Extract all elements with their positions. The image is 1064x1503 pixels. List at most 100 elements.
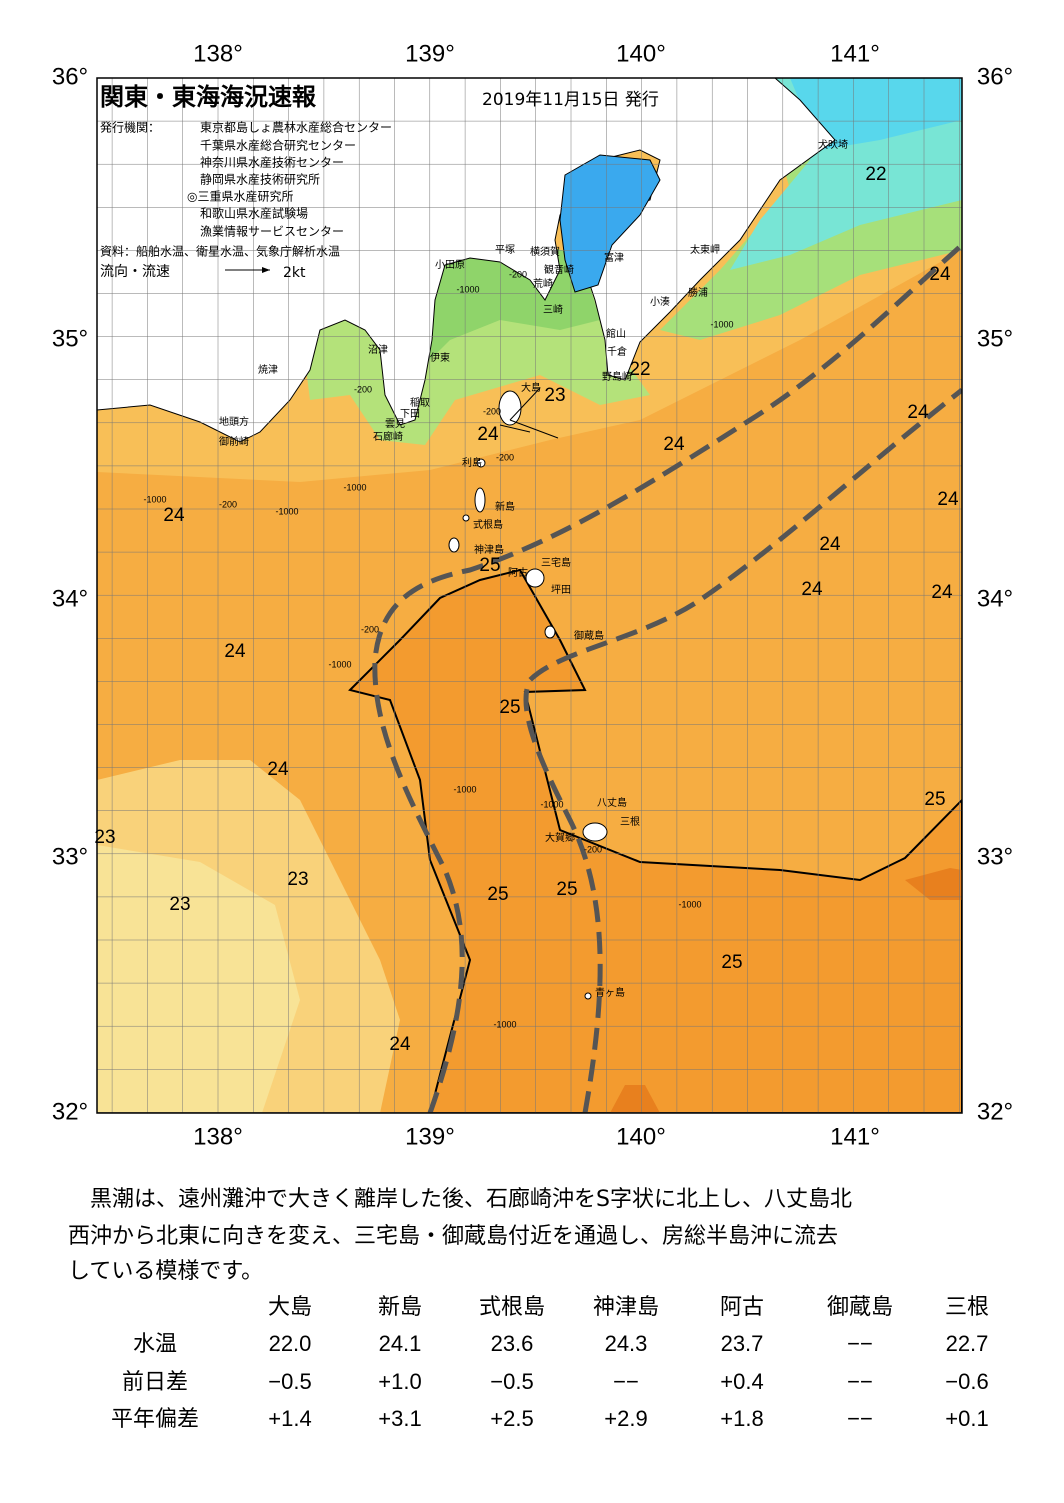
cell: 24.1 — [379, 1331, 422, 1356]
cell: 22.0 — [269, 1331, 312, 1356]
summary-line: 黒潮は、遠州灘沖で大きく離岸した後、石廊崎沖をS字状に北上し、八丈島北 — [90, 1187, 852, 1212]
cell: −− — [613, 1369, 639, 1394]
place-name: 小田原 — [435, 259, 465, 271]
island — [462, 514, 470, 522]
depth-label: -200 — [509, 269, 527, 279]
place-name: 利島 — [462, 456, 482, 469]
cell: 23.6 — [491, 1331, 534, 1356]
sea-26 — [610, 1085, 660, 1113]
column-header: 御蔵島 — [827, 1294, 893, 1319]
source: 資料：船舶水温、衛星水温、気象庁解析水温 — [100, 244, 340, 259]
depth-label: -1000 — [493, 1019, 516, 1029]
place-name: 伊東 — [430, 351, 450, 364]
place-name: 阿古 — [508, 566, 528, 579]
sea-22 — [97, 845, 300, 1113]
place-name: 館山 — [606, 327, 626, 340]
place-name: 三宅島 — [541, 556, 571, 569]
row-label: 平年偏差 — [111, 1406, 199, 1431]
column-header: 大島 — [268, 1294, 312, 1319]
lon-label: 141° — [830, 40, 880, 67]
issuer: 静岡県水産技術研究所 — [200, 172, 320, 187]
depth-label: -200 — [361, 624, 379, 634]
place-name: 御蔵島 — [574, 629, 604, 642]
issue-date: 2019年11月15日 発行 — [482, 90, 659, 110]
temperature-label: 23 — [544, 385, 565, 406]
depth-label: -1000 — [453, 784, 476, 794]
place-name: 三崎 — [543, 303, 563, 316]
lat-label: 34° — [52, 585, 88, 612]
column-header: 式根島 — [479, 1294, 545, 1319]
depth-label: -1000 — [143, 494, 166, 504]
cell: 23.7 — [721, 1331, 764, 1356]
place-name: 焼津 — [258, 364, 278, 376]
cell: −− — [847, 1331, 873, 1356]
island — [474, 487, 486, 513]
land — [97, 78, 836, 443]
sea-26 — [905, 868, 962, 900]
depth-label: -1000 — [275, 506, 298, 516]
temperature-label: 24 — [907, 402, 929, 423]
place-name: 小湊 — [650, 295, 670, 308]
current-arrows — [499, 387, 559, 439]
depth-label: -1000 — [678, 899, 701, 909]
map — [97, 78, 962, 1113]
column-header: 神津島 — [593, 1294, 659, 1319]
lon-label: 138° — [193, 40, 243, 67]
place-name: 御前崎 — [219, 435, 249, 448]
place-name: 平塚 — [495, 244, 515, 256]
issuer: 漁業情報サービスセンター — [200, 225, 344, 239]
row-label: 水温 — [133, 1331, 177, 1356]
island — [476, 458, 486, 468]
island — [582, 822, 608, 842]
temperature-label: 24 — [819, 534, 841, 555]
lat-label: 34° — [977, 585, 1013, 612]
kuroshio-axis — [372, 243, 962, 1113]
sea-18 — [790, 78, 962, 150]
map-title: 関東・東海海況速報 — [100, 83, 317, 111]
temperature-label: 24 — [389, 1034, 411, 1055]
temperature-label: 25 — [499, 697, 520, 718]
summary-line: 西沖から北東に向きを変え、三宅島・御蔵島付近を通過し、房総半島沖に流去 — [68, 1224, 838, 1249]
depth-label: -200 — [584, 844, 602, 854]
place-name: 犬吠埼 — [818, 138, 848, 151]
place-name: 三根 — [620, 815, 640, 828]
place-name: 坪田 — [551, 583, 571, 596]
temperature-label: 25 — [556, 879, 577, 900]
lon-label: 139° — [405, 1123, 455, 1150]
temperature-label: 24 — [224, 641, 246, 662]
cell: −0.5 — [268, 1369, 311, 1394]
island — [544, 625, 556, 639]
cell: +1.8 — [720, 1406, 763, 1431]
place-name: 下田 — [400, 409, 420, 420]
grid — [97, 78, 962, 1113]
temperature-label: 24 — [267, 759, 289, 780]
place-name: 式根島 — [473, 518, 503, 531]
lat-label: 32° — [977, 1098, 1013, 1125]
cell: −0.6 — [945, 1369, 988, 1394]
issuer: 神奈川県水産技術センター — [200, 155, 344, 170]
island — [448, 537, 460, 553]
place-name: 神津島 — [474, 543, 504, 556]
islands — [448, 390, 608, 1000]
temperature-label: 22 — [865, 164, 886, 185]
lat-label: 35° — [977, 325, 1013, 352]
cell: 24.3 — [605, 1331, 648, 1356]
lon-label: 140° — [616, 1123, 666, 1150]
place-name: 八丈島 — [597, 796, 627, 809]
cell: +3.1 — [378, 1406, 421, 1431]
temperature-label: 25 — [479, 555, 500, 576]
column-header: 新島 — [378, 1294, 422, 1319]
temperature-label: 24 — [937, 489, 959, 510]
place-name: 勝浦 — [688, 286, 708, 299]
cell: +1.4 — [268, 1406, 311, 1431]
cell: +1.0 — [378, 1369, 421, 1394]
depth-label: -200 — [496, 452, 514, 462]
lat-label: 33° — [52, 843, 88, 870]
scale-arrow-head — [262, 267, 270, 273]
map-frame — [96, 77, 963, 1114]
depth-label: -200 — [219, 499, 237, 509]
depth-label: -1000 — [328, 659, 351, 669]
place-name: 千倉 — [607, 345, 627, 358]
current-label: 流向・流速 — [100, 264, 170, 280]
